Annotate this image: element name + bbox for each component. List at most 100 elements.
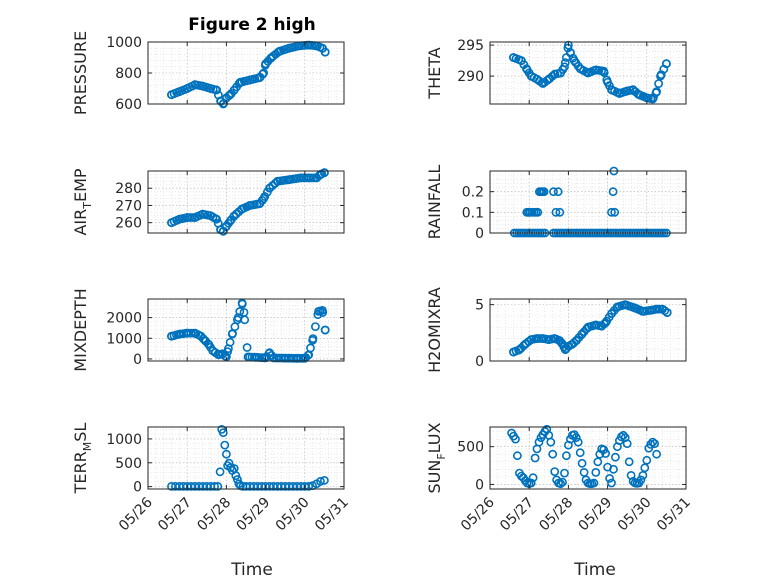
data-point (560, 62, 569, 72)
data-point (650, 439, 659, 448)
data-point (220, 440, 230, 450)
data-point (577, 329, 587, 339)
y-axis-label-main: PRESSURE (71, 31, 90, 115)
y-tick-label: 600 (115, 97, 142, 113)
data-point (548, 449, 558, 459)
data-point (605, 473, 614, 483)
data-point (223, 344, 233, 353)
data-point (167, 90, 176, 100)
data-point (515, 345, 524, 355)
subplot-5: 0 1000 2000 MIXDEPTH (71, 288, 345, 372)
data-point (306, 173, 316, 183)
data-point (214, 350, 223, 360)
data-point (656, 71, 665, 81)
data-point (549, 187, 558, 197)
data-point (229, 211, 239, 221)
data-point (534, 437, 544, 447)
data-point (553, 187, 563, 197)
data-point (616, 432, 626, 442)
axes-box (147, 426, 345, 490)
data-point (642, 455, 652, 465)
y-axis-label: MIXDEPTH (71, 288, 90, 371)
data-point (520, 339, 530, 349)
data-point (550, 334, 560, 343)
x-axis-label-right: Time (573, 560, 616, 580)
data-point (591, 467, 601, 477)
data-point (601, 449, 610, 458)
data-point (237, 204, 247, 214)
data-point (610, 207, 620, 217)
series-markers (167, 298, 330, 363)
y-tick-label: 0.1 (462, 205, 484, 221)
data-point (304, 350, 314, 360)
data-point (513, 451, 522, 461)
plot-area (148, 427, 344, 489)
data-point (583, 322, 593, 332)
data-point (575, 64, 585, 74)
y-tick-label: 0 (133, 352, 142, 368)
y-axis-label-main: SUN (425, 460, 444, 494)
axes-box (489, 298, 687, 362)
data-point (245, 200, 255, 210)
data-point (607, 309, 616, 319)
data-point (280, 353, 290, 363)
data-point (265, 183, 274, 193)
plot-area (490, 171, 686, 233)
y-tick-label: 0 (475, 354, 484, 370)
data-point (533, 207, 543, 217)
data-point (239, 307, 249, 317)
data-point (599, 66, 609, 76)
data-point (539, 187, 549, 197)
data-point (284, 43, 294, 53)
y-tick-label: 800 (115, 66, 142, 82)
y-axis-label: RAINFALL (425, 165, 444, 240)
data-point (628, 85, 638, 95)
data-point (259, 194, 268, 203)
data-point (320, 325, 330, 335)
data-point (636, 475, 646, 485)
y-tick-label: 500 (115, 456, 142, 472)
data-point (607, 478, 616, 488)
y-axis-label-main: TERR (71, 451, 90, 494)
data-point (190, 213, 200, 222)
y-axis-label-main: RAINFALL (425, 165, 444, 240)
data-point (575, 448, 585, 458)
y-axis-label-main: AIR (71, 209, 90, 236)
data-point (546, 437, 556, 447)
series-markers (509, 40, 671, 104)
subplot-4: 0 0.1 0.2 RAINFALL (425, 165, 687, 242)
y-tick-label: 280 (115, 181, 142, 197)
y-axis-label-main: MIXDEPTH (71, 288, 90, 371)
data-point (233, 313, 243, 322)
data-point (593, 457, 603, 467)
data-point (218, 428, 228, 438)
data-point (167, 331, 176, 341)
x-axis-label-left: Time (230, 560, 273, 580)
y-axis-label: AIRTEMP (71, 168, 94, 235)
axes-box (489, 170, 687, 234)
y-tick-label: 5 (475, 298, 484, 314)
data-point (174, 87, 184, 96)
y-tick-label: 2000 (106, 311, 142, 327)
y-axis-label-rest: SL (71, 423, 90, 442)
data-point (187, 213, 197, 222)
y-tick-label: 270 (115, 198, 142, 214)
data-point (190, 80, 200, 89)
data-point (517, 56, 526, 65)
data-point (167, 218, 176, 228)
data-point (662, 59, 671, 69)
data-point (316, 476, 325, 486)
data-point (550, 467, 560, 476)
axes-box (147, 170, 345, 234)
data-point (609, 464, 618, 474)
data-point (242, 343, 252, 352)
data-point (245, 75, 255, 85)
data-point (611, 452, 620, 462)
data-point (227, 329, 237, 339)
data-point (622, 439, 632, 448)
data-point (603, 77, 612, 87)
data-point (646, 439, 656, 449)
data-point (560, 468, 569, 478)
data-point (571, 433, 581, 442)
